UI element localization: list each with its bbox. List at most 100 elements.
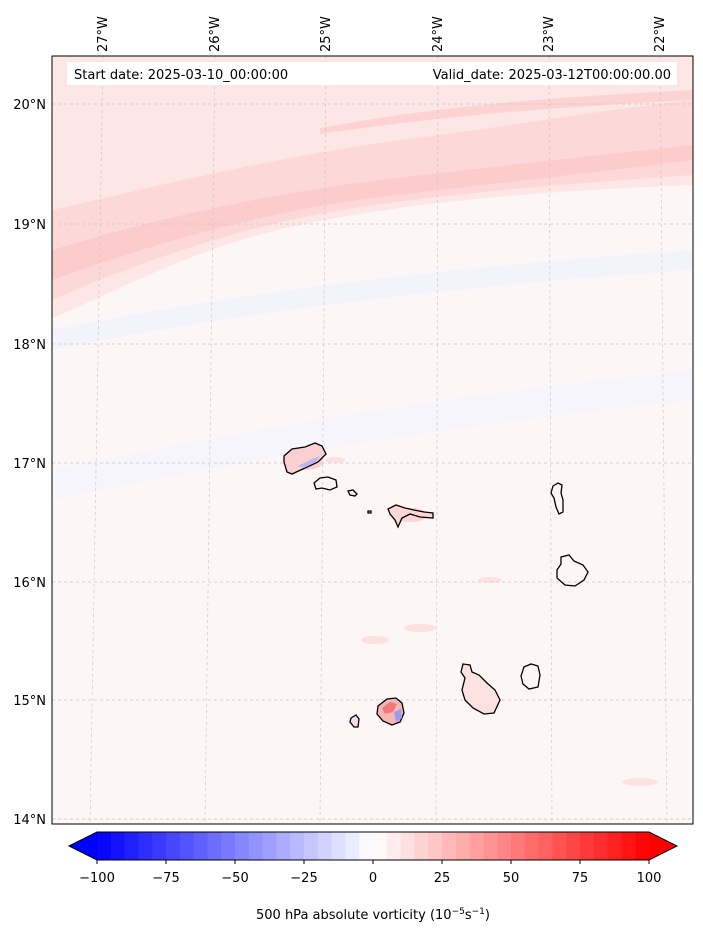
colorbar-segment <box>400 832 415 860</box>
lat-label: 18°N <box>13 338 46 353</box>
colorbar-segment <box>235 832 250 860</box>
colorbar-segment <box>442 832 457 860</box>
lon-label: 23°W <box>542 16 557 52</box>
santo-antao-negative-core <box>298 456 320 468</box>
start-date-text: Start date: 2025-03-10_00:00:00 <box>74 68 288 83</box>
island-santa-luzia <box>347 489 358 497</box>
vorticity-patch <box>361 636 389 644</box>
lat-label: 15°N <box>13 694 46 709</box>
vorticity-streak <box>320 90 693 134</box>
colorbar-segment <box>276 832 291 860</box>
colorbar-max-extend <box>649 832 677 860</box>
valid-date-text: Valid_date: 2025-03-12T00:00:00.00 <box>433 68 671 83</box>
colorbar-segment <box>166 832 181 860</box>
colorbar-segments <box>97 832 650 860</box>
colorbar-segment <box>110 832 125 860</box>
lon-label: 25°W <box>319 16 334 52</box>
colorbar-title: 500 hPa absolute vorticity (10−5s−1) <box>256 907 490 923</box>
colorbar-segment <box>428 832 443 860</box>
colorbar-segment <box>580 832 595 860</box>
island-santiago <box>460 663 501 715</box>
colorbar-segment <box>179 832 194 860</box>
island-maio <box>520 663 541 690</box>
colorbar-segment <box>97 832 112 860</box>
colorbar-segment <box>138 832 153 860</box>
lat-label: 20°N <box>13 98 46 113</box>
colorbar-segment <box>373 832 388 860</box>
lon-label: 26°W <box>208 16 223 52</box>
colorbar-tick-label: 75 <box>572 871 589 886</box>
header-box <box>67 62 677 85</box>
colorbar-segment <box>483 832 498 860</box>
vorticity-patch <box>622 778 658 786</box>
lat-label: 19°N <box>13 218 46 233</box>
colorbar-segment <box>262 832 277 860</box>
vorticity-band-middle <box>52 100 693 300</box>
colorbar-segment <box>469 832 484 860</box>
colorbar-segment <box>497 832 512 860</box>
lat-label: 14°N <box>13 813 46 828</box>
colorbar-segment <box>221 832 236 860</box>
lon-label: 24°W <box>431 16 446 52</box>
colorbar-segment <box>124 832 139 860</box>
vorticity-patch <box>478 577 502 583</box>
colorbar-segment <box>621 832 636 860</box>
colorbar-tick-label: 50 <box>503 871 520 886</box>
colorbar-segment <box>359 832 374 860</box>
colorbar-segment <box>607 832 622 860</box>
islands <box>283 442 589 728</box>
colorbar-ticks <box>96 860 650 864</box>
gridlines <box>52 56 693 824</box>
colorbar-segment <box>511 832 526 860</box>
colorbar-segment <box>248 832 263 860</box>
colorbar-tick-label: 100 <box>637 871 662 886</box>
fogo-positive-core <box>382 702 397 714</box>
colorbar-tick-label: −100 <box>79 871 115 886</box>
colorbar-min-extend <box>69 832 97 860</box>
vorticity-band-inner <box>52 145 693 280</box>
colorbar-segment <box>593 832 608 860</box>
latitude-labels: 20°N 19°N 18°N 17°N 16°N 15°N 14°N <box>13 98 46 828</box>
colorbar-segment <box>317 832 332 860</box>
island-boa-vista <box>556 554 589 587</box>
colorbar-segment <box>304 832 319 860</box>
colorbar-tick-label: −50 <box>221 871 248 886</box>
colorbar-segment <box>538 832 553 860</box>
island-sao-nicolau <box>387 504 434 529</box>
colorbar-segment <box>635 832 650 860</box>
negative-vorticity-band <box>52 370 693 500</box>
colorbar: −100 −75 −50 −25 0 25 50 75 100 500 hPa … <box>67 831 679 923</box>
colorbar-segment <box>566 832 581 860</box>
island-sao-vicente <box>313 476 338 491</box>
colorbar-segment <box>152 832 167 860</box>
lat-label: 16°N <box>13 576 46 591</box>
colorbar-segment <box>290 832 305 860</box>
colorbar-segment <box>386 832 401 860</box>
vorticity-patch <box>325 457 345 463</box>
map-panel <box>52 56 693 824</box>
colorbar-segment <box>345 832 360 860</box>
island-sal <box>550 482 564 515</box>
lon-label: 27°W <box>96 16 111 52</box>
fogo-negative-core <box>394 709 402 722</box>
island-brava <box>349 714 360 728</box>
colorbar-segment <box>552 832 567 860</box>
map-frame <box>51 55 694 825</box>
colorbar-segment <box>524 832 539 860</box>
vorticity-patch <box>404 624 436 632</box>
negative-vorticity-band-north <box>52 250 693 350</box>
island-branco <box>367 510 372 514</box>
lat-label: 17°N <box>13 457 46 472</box>
colorbar-tick-label: −75 <box>152 871 179 886</box>
longitude-labels: 27°W 26°W 25°W 24°W 23°W 22°W <box>96 16 668 52</box>
island-santo-antao <box>283 442 327 475</box>
colorbar-tick-label: 0 <box>369 871 377 886</box>
colorbar-segment <box>193 832 208 860</box>
colorbar-segment <box>207 832 222 860</box>
colorbar-segment <box>455 832 470 860</box>
lon-label: 22°W <box>653 16 668 52</box>
colorbar-tick-label: −25 <box>290 871 317 886</box>
colorbar-tick-label: 25 <box>434 871 451 886</box>
colorbar-segment <box>331 832 346 860</box>
